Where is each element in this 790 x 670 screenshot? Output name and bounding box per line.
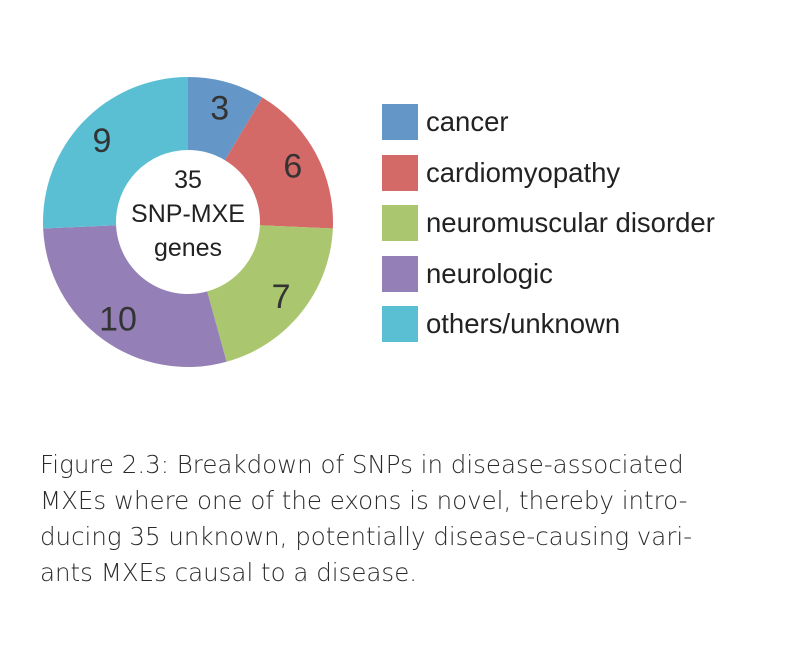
donut-chart: 3 6 7 10 9 35 SNP-MXE genes xyxy=(42,77,334,367)
slice-value-neuromuscular-disorder: 7 xyxy=(272,278,291,316)
legend-item-others-unknown: others/unknown xyxy=(382,304,715,344)
legend-swatch-neurologic xyxy=(382,255,418,292)
slice-cardiomyopathy xyxy=(224,97,334,229)
legend-label-cancer: cancer xyxy=(426,106,509,137)
legend-swatch-neuromuscular-disorder xyxy=(382,205,418,241)
legend-swatch-cancer xyxy=(382,104,418,140)
legend-item-cancer: cancer xyxy=(382,102,715,142)
slice-neuromuscular-disorder xyxy=(207,225,333,362)
figure-caption: Figure 2.3: Breakdown of SNPs in disease… xyxy=(40,447,765,591)
slice-others-unknown xyxy=(42,77,188,229)
legend-item-neurologic: neurologic xyxy=(382,254,715,294)
center-label-line-2: SNP-MXE xyxy=(131,200,245,228)
legend-swatch-cardiomyopathy xyxy=(382,154,418,191)
caption-line: MXEs where one of the exons is novel, th… xyxy=(40,486,688,515)
legend-swatch-others-unknown xyxy=(382,306,418,342)
slice-value-cardiomyopathy: 6 xyxy=(283,148,302,186)
legend-label-cardiomyopathy: cardiomyopathy xyxy=(426,156,621,188)
chart-legend: cancer cardiomyopathy neuromuscular diso… xyxy=(382,102,715,355)
slice-value-cancer: 3 xyxy=(210,89,229,127)
legend-label-others-unknown: others/unknown xyxy=(426,308,621,339)
slice-value-labels: 3 6 7 10 9 xyxy=(93,89,303,338)
slice-value-others-unknown: 9 xyxy=(93,122,112,160)
caption-line: ants MXEs causal to a disease. xyxy=(40,558,418,587)
legend-item-cardiomyopathy: cardiomyopathy xyxy=(382,153,715,193)
slice-value-neurologic: 10 xyxy=(99,300,137,338)
caption-line: ducing 35 unknown, potentially disease-c… xyxy=(40,522,693,551)
slice-cancer xyxy=(188,77,263,161)
legend-label-neurologic: neurologic xyxy=(426,257,553,289)
legend-label-neuromuscular-disorder: neuromuscular disorder xyxy=(426,207,715,238)
donut-slices xyxy=(42,77,334,367)
center-label-line-1: 35 xyxy=(174,166,202,194)
donut-center-label: 35 SNP-MXE genes xyxy=(131,166,245,262)
caption-line: Figure 2.3: Breakdown of SNPs in disease… xyxy=(40,450,684,479)
legend-item-neuromuscular-disorder: neuromuscular disorder xyxy=(382,203,715,243)
slice-neurologic xyxy=(43,225,227,367)
center-label-line-3: genes xyxy=(154,234,222,262)
